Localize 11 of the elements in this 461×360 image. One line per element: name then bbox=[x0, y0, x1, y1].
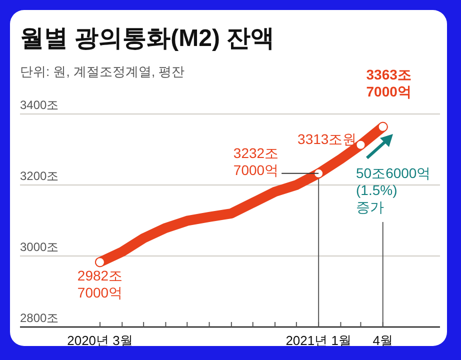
annotation: 3313조원 bbox=[298, 130, 357, 147]
chart-subtitle: 단위: 원, 계절조정계열, 평잔 bbox=[20, 64, 185, 79]
y-tick-label: 2800조 bbox=[20, 311, 59, 325]
annotation: 3363조 7000억 bbox=[366, 66, 412, 100]
annotation: 3232조 7000억 bbox=[233, 144, 279, 178]
y-tick-label: 3000조 bbox=[20, 240, 59, 254]
annotation: 2982조 7000억 bbox=[77, 268, 123, 301]
annotation: 50조6000억 (1.5%) 증가 bbox=[356, 165, 431, 215]
y-tick-label: 3400조 bbox=[20, 98, 59, 112]
y-tick-label: 3200조 bbox=[20, 169, 59, 183]
chart-title: 월별 광의통화(M2) 잔액 bbox=[20, 25, 275, 52]
